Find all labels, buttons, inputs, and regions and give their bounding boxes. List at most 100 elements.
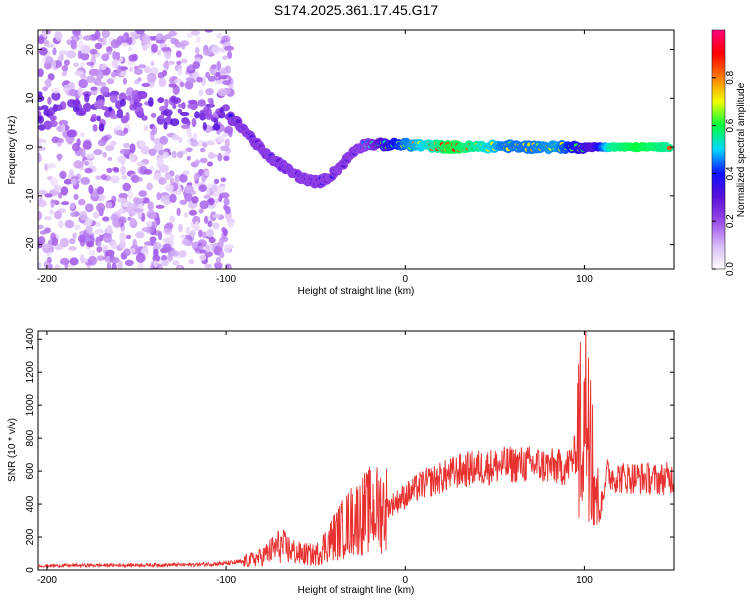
noise-blob (194, 111, 200, 119)
snr-panel: -200 -100 0 100 0 200 400 600 800 1000 1200 1400 H… (7, 328, 675, 596)
noise-blob (66, 39, 72, 45)
noise-blob (165, 184, 174, 192)
noise-blob (219, 67, 227, 76)
noise-blob (85, 153, 96, 159)
y-tick-label: 400 (25, 495, 36, 512)
noise-blob (70, 202, 75, 210)
noise-blob (149, 212, 157, 220)
noise-blob (125, 234, 132, 240)
noise-blob (124, 259, 134, 267)
noise-blob (80, 254, 85, 264)
noise-blob (198, 89, 204, 97)
noise-blob (135, 231, 145, 239)
noise-blob (225, 263, 232, 269)
noise-blob (129, 152, 135, 162)
noise-blob (132, 238, 137, 249)
noise-blob (194, 221, 199, 230)
noise-blob (169, 215, 176, 224)
noise-blob (207, 75, 216, 82)
noise-blob (106, 51, 112, 56)
noise-blob (45, 78, 52, 88)
noise-blob (103, 233, 112, 243)
noise-blob (127, 189, 134, 200)
noise-blob (135, 30, 145, 35)
noise-blob (220, 88, 231, 95)
noise-blob (109, 256, 120, 264)
x-tick-label: 0 (402, 274, 408, 285)
noise-blob (169, 118, 180, 127)
noise-blob (110, 140, 117, 147)
noise-blob (133, 208, 144, 213)
noise-blob (168, 60, 176, 65)
noise-blob (97, 37, 104, 42)
noise-blob (38, 189, 48, 196)
noise-blob (174, 174, 180, 183)
noise-blob (224, 125, 234, 135)
noise-blob (48, 120, 58, 128)
noise-blob (84, 161, 89, 166)
noise-blob (163, 200, 170, 206)
noise-blob (214, 262, 223, 269)
noise-blob (75, 109, 86, 116)
noise-blob (163, 49, 172, 60)
noise-blob (179, 250, 187, 258)
noise-blob (84, 203, 94, 213)
noise-blob (38, 236, 46, 245)
noise-blob (39, 230, 47, 235)
noise-blob (175, 50, 182, 58)
snr-y-title: SNR (10 * v/v) (7, 418, 18, 482)
noise-blob (128, 66, 134, 73)
noise-blob (185, 147, 193, 153)
noise-blob (223, 155, 230, 161)
noise-blob (96, 115, 101, 122)
noise-blob (57, 153, 62, 162)
noise-blob (70, 39, 77, 49)
noise-blob (86, 75, 96, 84)
noise-blob (171, 134, 180, 141)
noise-blob (184, 184, 195, 194)
noise-blob (220, 185, 225, 193)
noise-blob (80, 147, 86, 158)
noise-blob (38, 115, 44, 124)
noise-blob (194, 247, 200, 252)
noise-blob (84, 217, 93, 227)
noise-blob (208, 237, 216, 244)
noise-blob (150, 60, 155, 67)
noise-blob (58, 192, 63, 199)
noise-blob (228, 84, 234, 89)
noise-blob (220, 192, 230, 199)
noise-blob (92, 124, 98, 132)
noise-blob (90, 86, 98, 91)
noise-blob (61, 201, 70, 206)
x-tick-label: 0 (402, 575, 408, 586)
noise-blob (144, 66, 151, 74)
noise-blob (110, 213, 120, 222)
noise-blob (176, 207, 181, 216)
noise-blob (63, 59, 70, 66)
noise-blob (157, 97, 165, 103)
noise-blob (212, 123, 221, 131)
noise-blob (99, 64, 107, 71)
y-tick-label: 200 (25, 528, 36, 545)
noise-blob (169, 193, 177, 203)
noise-blob (59, 170, 67, 179)
x-tick-label: 100 (576, 575, 593, 586)
noise-blob (101, 53, 110, 62)
noise-blob (77, 87, 83, 97)
noise-blob (223, 198, 230, 206)
noise-blob (149, 236, 157, 243)
noise-blob (127, 46, 133, 52)
noise-blob (117, 65, 122, 75)
noise-blob (215, 71, 221, 78)
y-tick-label: 1400 (25, 328, 36, 351)
y-tick-label: 800 (25, 429, 36, 446)
noise-blob (120, 42, 129, 47)
noise-blob (179, 81, 185, 88)
noise-blob (207, 161, 213, 167)
noise-blob (78, 198, 86, 206)
y-tick-label: 20 (25, 44, 36, 56)
noise-blob (221, 227, 227, 233)
noise-blob (59, 257, 70, 266)
noise-blob (107, 156, 113, 162)
